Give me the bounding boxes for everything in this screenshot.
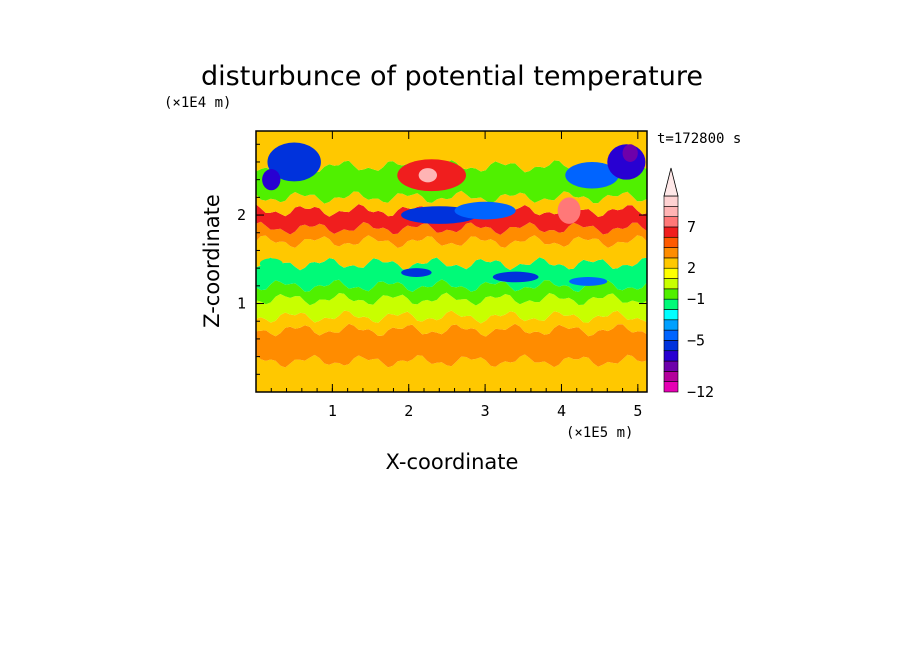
plot-frame: [255, 130, 648, 393]
contour-band: [256, 257, 647, 292]
colorbar-swatch: [663, 381, 679, 393]
colorbar-swatch: [663, 371, 679, 382]
colorbar-swatch: [663, 360, 679, 372]
x-tick-label: 1: [328, 402, 337, 420]
colorbar-swatch: [663, 319, 679, 331]
y-axis: 12: [237, 143, 647, 375]
colorbar-swatch: [663, 340, 679, 352]
contour-feature: [267, 142, 321, 182]
x-tick-label: 5: [633, 402, 642, 420]
colorbar-swatch: [663, 298, 679, 310]
x-axis: 1 2 3 4 5: [270, 131, 642, 420]
contour-feature: [492, 271, 539, 283]
contour-feature: [454, 201, 516, 220]
y-tick-label: 2: [237, 206, 246, 224]
contour-band: [256, 310, 647, 337]
colorbar-swatch: [663, 236, 679, 248]
contour-band: [256, 279, 647, 306]
colorbar-tick-label: 7: [687, 218, 696, 236]
contour-band: [256, 221, 647, 248]
colorbar-swatch: [663, 267, 679, 279]
contour-feature: [569, 276, 608, 286]
colorbar-swatch: [663, 206, 679, 217]
colorbar-tick-label: −5: [687, 331, 705, 349]
colorbar-swatch: [663, 350, 679, 362]
colorbar-tick-label: 2: [687, 259, 696, 277]
contour-band: [256, 292, 647, 324]
colorbar-tick-label: −1: [687, 290, 705, 308]
contour-feature: [418, 168, 437, 183]
contour-feature: [259, 258, 283, 270]
contour-feature: [622, 144, 638, 162]
contour-feature: [565, 161, 619, 189]
y-tick-label: 1: [237, 295, 246, 313]
colorbar: 7 2 −1 −5 −12: [663, 167, 714, 401]
time-label: t=172800 s: [657, 131, 741, 147]
contour-feature: [557, 197, 581, 224]
contour-band: [256, 323, 647, 368]
y-unit-label: (×1E4 m): [164, 95, 231, 111]
colorbar-extend-arrow: [663, 167, 679, 197]
y-axis-label: Z-coordinate: [200, 194, 224, 328]
colorbar-swatch: [663, 195, 679, 207]
colorbar-tick-label: −12: [687, 383, 714, 401]
contour-band: [256, 354, 647, 392]
colorbar-swatch: [663, 288, 679, 300]
colorbar-swatch: [663, 257, 679, 269]
colorbar-swatch: [663, 309, 679, 321]
colorbar-swatch: [663, 247, 679, 259]
x-tick-label: 4: [557, 402, 566, 420]
colorbar-swatch: [663, 278, 679, 290]
x-tick-label: 3: [481, 402, 490, 420]
x-axis-label: X-coordinate: [386, 450, 519, 474]
contour-field: [256, 131, 647, 392]
contour-band: [256, 190, 647, 218]
colorbar-swatch: [663, 216, 679, 228]
contour-feature: [401, 268, 432, 277]
contour-band: [256, 235, 647, 271]
colorbar-swatch: [663, 329, 679, 341]
contour-feature: [262, 169, 281, 191]
x-unit-label: (×1E5 m): [566, 425, 633, 441]
chart-title: disturbunce of potential temperature: [201, 61, 703, 92]
colorbar-swatch: [663, 226, 679, 238]
contour-band: [256, 131, 647, 173]
x-tick-label: 2: [404, 402, 413, 420]
